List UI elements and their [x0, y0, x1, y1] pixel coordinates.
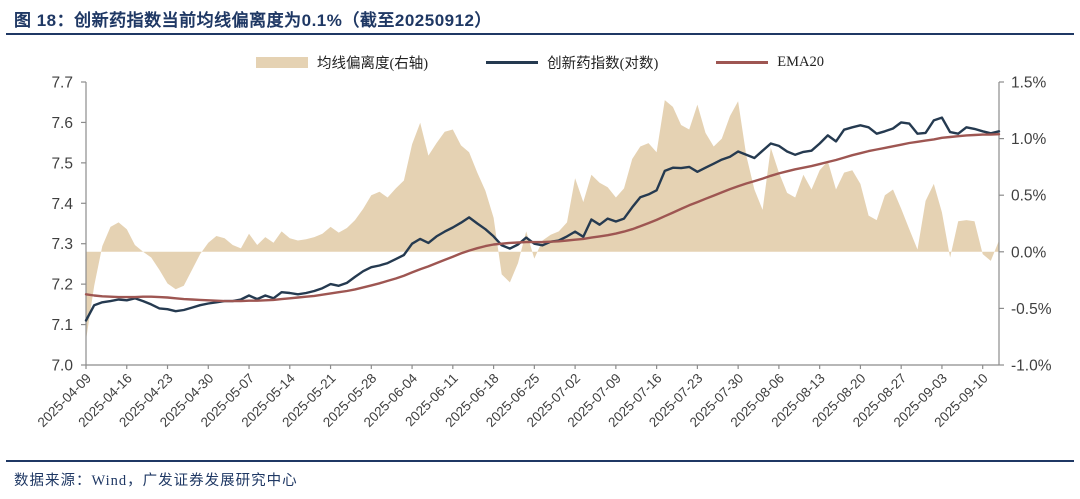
footer-divider — [6, 460, 1074, 462]
title-divider — [6, 33, 1074, 35]
legend-item-index: 创新药指数(对数) — [486, 52, 658, 73]
ema20-line — [84, 132, 1001, 303]
right-axis-label: 0.0% — [1011, 244, 1047, 261]
left-axis-label: 7.0 — [51, 358, 73, 375]
left-axis-label: 7.3 — [51, 236, 73, 253]
legend-label-deviation: 均线偏离度(右轴) — [316, 56, 429, 72]
right-axis-label: 0.5% — [1011, 188, 1047, 205]
legend-label-ema20: EMA20 — [777, 54, 825, 70]
right-axis-label: 1.5% — [1011, 75, 1047, 92]
left-axis-label: 7.4 — [51, 196, 73, 213]
right-axis-label: 1.0% — [1011, 131, 1047, 148]
right-axis-label: -0.5% — [1011, 301, 1052, 318]
right-axis-label: -1.0% — [1011, 358, 1052, 375]
data-source: 数据来源：Wind，广发证券发展研究中心 — [14, 473, 298, 489]
figure-title: 图 18：创新药指数当前均线偏离度为0.1%（截至20250912） — [14, 11, 493, 30]
chart-legend: 均线偏离度(右轴) 创新药指数(对数) EMA20 — [0, 52, 1080, 73]
left-axis-label: 7.1 — [51, 317, 73, 334]
line-swatch-icon — [486, 60, 539, 65]
left-axis-label: 7.6 — [51, 115, 73, 132]
left-axis-label: 7.5 — [51, 155, 73, 172]
line-swatch-icon — [716, 60, 769, 65]
legend-item-ema20: EMA20 — [716, 54, 824, 71]
legend-label-index: 创新药指数(对数) — [547, 56, 659, 72]
left-axis-label: 7.7 — [51, 75, 73, 92]
left-axis-label: 7.2 — [51, 277, 73, 294]
deviation-area — [86, 100, 999, 341]
legend-item-deviation: 均线偏离度(右轴) — [255, 52, 429, 73]
area-swatch-icon — [255, 57, 308, 68]
